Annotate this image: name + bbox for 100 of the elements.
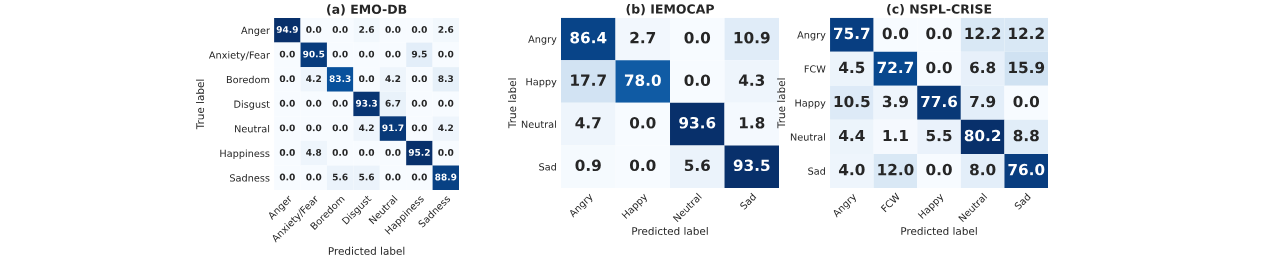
- data-label: 0.9: [575, 159, 601, 172]
- data-label: 91.7: [382, 124, 404, 132]
- y-tick-label: Sad: [539, 162, 556, 171]
- data-label: 80.2: [964, 129, 1001, 142]
- data-label: 12.0: [878, 163, 914, 176]
- y-axis-title: True label: [508, 78, 517, 129]
- data-label: 90.5: [303, 50, 325, 58]
- data-label: 93.6: [679, 116, 716, 129]
- data-label: 0.0: [359, 75, 375, 83]
- data-label: 0.0: [279, 75, 295, 83]
- data-label: 0.0: [926, 163, 952, 176]
- data-label: 0.0: [882, 27, 909, 40]
- data-label: 72.7: [877, 61, 914, 73]
- data-label: 0.0: [359, 148, 375, 156]
- data-label: 0.0: [411, 173, 427, 181]
- x-axis-title: Predicted label: [901, 226, 977, 235]
- data-label: 0.0: [306, 26, 322, 33]
- data-label: 0.0: [279, 99, 295, 107]
- y-tick-label: Neutral: [521, 120, 556, 128]
- y-tick-label: Neutral: [790, 133, 825, 141]
- data-label: 0.0: [385, 26, 401, 33]
- data-label: 4.7: [575, 117, 601, 129]
- data-label: 94.9: [276, 26, 298, 33]
- data-label: 4.2: [438, 124, 454, 132]
- data-label: 0.0: [926, 61, 952, 74]
- data-label: 0.0: [279, 173, 295, 181]
- data-label: 0.0: [332, 148, 348, 156]
- data-label: 93.5: [733, 159, 770, 172]
- data-label: 0.0: [332, 50, 348, 58]
- y-tick-label: Neutral: [235, 124, 270, 133]
- y-axis-title: True label: [196, 79, 205, 130]
- data-label: 0.0: [385, 50, 401, 58]
- chart-title: (b) IEMOCAP: [626, 4, 714, 16]
- data-label: 2.6: [438, 26, 454, 33]
- data-label: 4.4: [838, 129, 865, 142]
- data-label: 7.9: [970, 95, 996, 108]
- data-label: 4.5: [838, 61, 865, 74]
- data-label: 0.0: [279, 50, 295, 58]
- data-label: 0.0: [359, 50, 375, 58]
- y-tick-label: Anxiety/Fear: [208, 51, 270, 61]
- data-label: 0.0: [385, 148, 401, 156]
- chart-title: (a) EMO-DB: [327, 4, 407, 16]
- data-label: 0.0: [684, 31, 711, 44]
- data-label: 0.0: [411, 26, 427, 33]
- data-label: 83.3: [329, 75, 351, 83]
- x-axis-title: Predicted label: [632, 226, 708, 235]
- data-label: 77.6: [921, 95, 958, 108]
- data-label: 8.8: [1013, 129, 1039, 142]
- data-label: 0.0: [1013, 95, 1040, 108]
- y-axis-title: True label: [777, 78, 786, 129]
- data-label: 5.6: [684, 159, 710, 172]
- data-label: 4.0: [838, 163, 865, 176]
- data-label: 0.0: [279, 124, 295, 132]
- y-tick-label: Angry: [528, 35, 557, 45]
- data-label: 0.0: [926, 27, 952, 40]
- y-tick-label: Happy: [795, 99, 826, 109]
- chart-title: (c) NSPL-CRISE: [887, 4, 992, 16]
- data-label: 4.2: [306, 75, 321, 82]
- data-label: 1.1: [883, 129, 908, 142]
- data-label: 0.0: [629, 116, 656, 129]
- y-tick-label: Boredom: [226, 75, 270, 84]
- y-tick-label: Anger: [241, 26, 270, 36]
- data-label: 75.7: [834, 27, 870, 40]
- y-tick-label: Sadness: [230, 174, 270, 182]
- data-label: 88.9: [435, 173, 457, 181]
- data-label: 0.0: [438, 148, 454, 156]
- data-label: 0.0: [411, 124, 427, 132]
- data-label: 12.2: [1009, 27, 1044, 39]
- data-label: 0.0: [306, 99, 322, 107]
- data-label: 10.9: [734, 31, 770, 44]
- data-label: 5.6: [359, 173, 375, 181]
- data-label: 6.7: [385, 99, 401, 107]
- data-label: 5.5: [926, 129, 952, 142]
- data-label: 0.0: [411, 99, 427, 107]
- data-label: 0.0: [306, 173, 322, 181]
- data-label: 3.9: [882, 95, 908, 108]
- data-label: 4.3: [738, 74, 765, 86]
- data-label: 78.0: [624, 74, 661, 86]
- data-label: 12.2: [965, 27, 1001, 39]
- data-label: 0.0: [438, 99, 454, 107]
- data-label: 0.0: [438, 50, 454, 58]
- data-label: 17.7: [571, 74, 606, 86]
- data-label: 0.0: [684, 74, 711, 86]
- data-label: 2.7: [630, 31, 656, 44]
- data-label: 0.0: [279, 148, 295, 156]
- data-label: 0.0: [385, 173, 401, 181]
- y-tick-label: Happiness: [220, 149, 270, 159]
- data-label: 0.0: [306, 124, 322, 132]
- data-label: 0.0: [332, 124, 348, 132]
- data-label: 0.0: [411, 75, 427, 83]
- x-axis-title: Predicted label: [328, 246, 405, 255]
- data-label: 95.2: [408, 148, 430, 156]
- y-tick-label: Disgust: [234, 100, 270, 110]
- data-label: 8.0: [970, 163, 996, 176]
- data-label: 5.6: [332, 173, 348, 181]
- y-tick-label: Sad: [808, 167, 825, 175]
- data-label: 93.3: [355, 99, 377, 107]
- y-tick-label: Happy: [526, 78, 557, 88]
- y-tick-label: FCW: [804, 65, 826, 73]
- data-label: 86.4: [570, 31, 607, 44]
